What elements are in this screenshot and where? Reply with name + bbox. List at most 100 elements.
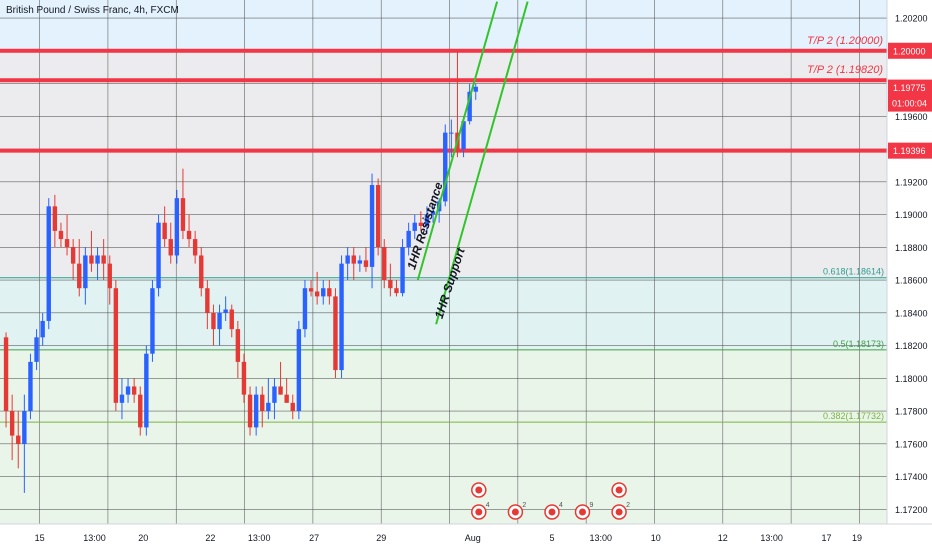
time-tick-label: 13:00 bbox=[760, 533, 783, 543]
candle-body[interactable] bbox=[3, 337, 9, 412]
candle-body[interactable] bbox=[284, 394, 289, 403]
price-tick-label: 1.18200 bbox=[895, 341, 928, 351]
candle-body[interactable] bbox=[186, 230, 192, 240]
candle-body[interactable] bbox=[363, 260, 369, 267]
current-price-label: 1.19775 bbox=[893, 83, 926, 93]
candle-body[interactable] bbox=[138, 394, 143, 428]
channel-line[interactable] bbox=[435, 1, 529, 325]
candle-body[interactable] bbox=[375, 185, 381, 248]
candle-body[interactable] bbox=[131, 386, 137, 395]
time-tick-label: 13:00 bbox=[83, 533, 106, 543]
candle-body[interactable] bbox=[430, 211, 436, 215]
candle-body[interactable] bbox=[70, 247, 76, 264]
candle-body[interactable] bbox=[345, 255, 350, 264]
time-tick-label: Aug bbox=[465, 533, 481, 543]
level-line[interactable] bbox=[0, 78, 887, 83]
event-flag-dot bbox=[475, 486, 483, 494]
candle-body[interactable] bbox=[253, 394, 259, 428]
candle-body[interactable] bbox=[9, 411, 15, 436]
candle-body[interactable] bbox=[302, 288, 308, 330]
candle-body[interactable] bbox=[278, 386, 283, 395]
candle-body[interactable] bbox=[180, 198, 186, 231]
candle-body[interactable] bbox=[321, 288, 326, 297]
candle-body[interactable] bbox=[406, 230, 411, 248]
candle-body[interactable] bbox=[418, 222, 424, 226]
time-tick-label: 27 bbox=[309, 533, 319, 543]
candle-body[interactable] bbox=[296, 329, 302, 412]
time-tick-label: 29 bbox=[376, 533, 386, 543]
candle-body[interactable] bbox=[150, 288, 155, 354]
level-line[interactable] bbox=[0, 48, 887, 53]
candle-body[interactable] bbox=[229, 309, 234, 330]
candle-body[interactable] bbox=[272, 386, 277, 403]
candle-body[interactable] bbox=[333, 296, 338, 371]
candle-body[interactable] bbox=[394, 288, 399, 294]
candle-body[interactable] bbox=[388, 280, 393, 289]
candle-body[interactable] bbox=[357, 260, 363, 264]
candle-body[interactable] bbox=[382, 247, 387, 281]
event-badges[interactable]: 4 2 4 9 2 bbox=[471, 482, 630, 520]
channel-line[interactable] bbox=[416, 1, 499, 281]
candle-body[interactable] bbox=[241, 361, 247, 395]
candle-body[interactable] bbox=[449, 132, 454, 134]
candle-body[interactable] bbox=[162, 222, 167, 240]
candle-body[interactable] bbox=[260, 394, 265, 412]
candle-body[interactable] bbox=[89, 255, 94, 264]
candle-body[interactable] bbox=[217, 312, 222, 330]
candle-body[interactable] bbox=[235, 329, 241, 362]
candle-body[interactable] bbox=[327, 288, 332, 297]
candle-body[interactable] bbox=[64, 239, 70, 248]
candle-body[interactable] bbox=[77, 263, 82, 289]
candle-body[interactable] bbox=[119, 394, 125, 403]
candle-body[interactable] bbox=[461, 121, 466, 150]
candle-body[interactable] bbox=[174, 198, 180, 256]
price-tick-label: 1.18400 bbox=[895, 308, 928, 318]
candle-body[interactable] bbox=[34, 337, 39, 362]
time-axis[interactable]: 15 13:00 20 22 13:00 27 29 Aug 5 13:00 10 12 13:00 17… bbox=[0, 523, 932, 550]
candle-body[interactable] bbox=[125, 386, 131, 395]
candle-body[interactable] bbox=[308, 288, 314, 292]
candle-body[interactable] bbox=[107, 263, 112, 289]
candle-body[interactable] bbox=[424, 214, 430, 226]
candle-body[interactable] bbox=[443, 132, 448, 202]
candle-body[interactable] bbox=[199, 255, 204, 289]
candle-body[interactable] bbox=[113, 288, 119, 403]
candle-body[interactable] bbox=[351, 255, 356, 264]
candle-body[interactable] bbox=[467, 91, 472, 122]
candle-body[interactable] bbox=[473, 86, 478, 92]
candle-body[interactable] bbox=[156, 222, 161, 289]
candle-body[interactable] bbox=[58, 230, 64, 240]
candle-body[interactable] bbox=[205, 288, 210, 313]
candle-body[interactable] bbox=[192, 239, 198, 256]
candle-body[interactable] bbox=[52, 206, 58, 231]
candle-body[interactable] bbox=[266, 402, 271, 412]
time-tick-label: 15 bbox=[35, 533, 45, 543]
candle-body[interactable] bbox=[22, 411, 27, 444]
fib-label: 0.618(1.18614) bbox=[823, 267, 884, 277]
candle-body[interactable] bbox=[369, 185, 375, 267]
candle-body[interactable] bbox=[247, 394, 253, 428]
candle-body[interactable] bbox=[40, 320, 45, 338]
price-axis[interactable]: 1.202001.200001.198001.196001.194001.192… bbox=[886, 0, 932, 550]
candle-body[interactable] bbox=[400, 247, 405, 294]
candle-body[interactable] bbox=[16, 435, 21, 444]
candle-body[interactable] bbox=[46, 206, 51, 321]
candle-body[interactable] bbox=[314, 291, 320, 297]
event-count: 2 bbox=[522, 502, 526, 509]
candle-body[interactable] bbox=[211, 312, 216, 330]
level-axis-tag bbox=[888, 42, 932, 59]
price-tick-label: 1.18600 bbox=[895, 276, 928, 286]
candle-body[interactable] bbox=[412, 222, 417, 231]
candle-body[interactable] bbox=[223, 309, 228, 313]
candle-body[interactable] bbox=[101, 255, 106, 264]
candle-body[interactable] bbox=[168, 239, 173, 256]
candles[interactable] bbox=[3, 50, 478, 493]
candle-body[interactable] bbox=[144, 353, 149, 428]
current-price-tag[interactable] bbox=[888, 79, 932, 112]
candle-body[interactable] bbox=[83, 255, 88, 289]
candle-body[interactable] bbox=[339, 263, 344, 371]
candle-body[interactable] bbox=[290, 402, 295, 412]
candle-body[interactable] bbox=[28, 361, 33, 412]
candle-body[interactable] bbox=[95, 255, 100, 264]
